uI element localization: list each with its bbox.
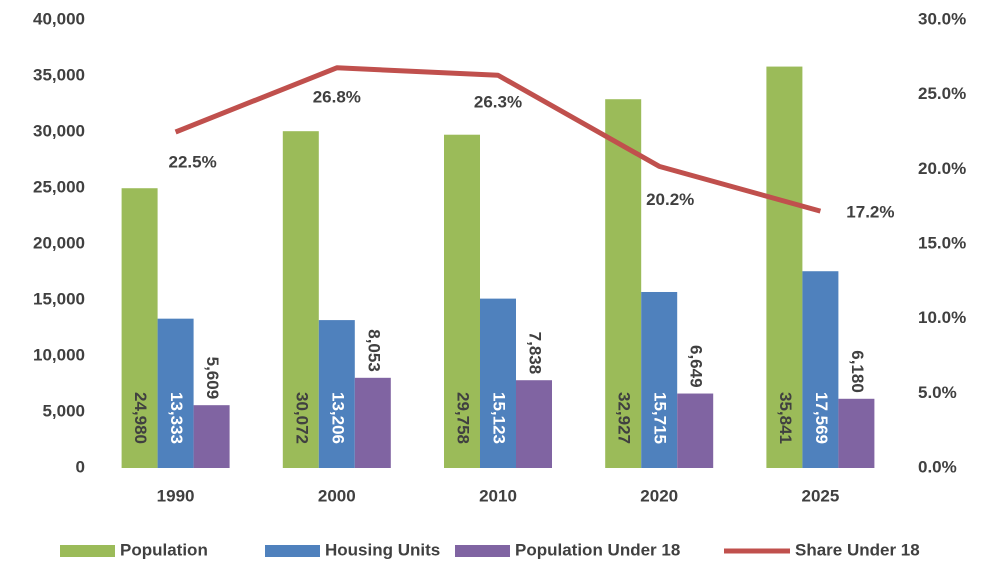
- bar: [282, 131, 319, 468]
- legend-swatch: [265, 545, 320, 557]
- y-tick-label: 25,000: [33, 177, 85, 196]
- data-label: 24,980: [131, 392, 150, 444]
- data-label: 26.3%: [474, 93, 522, 112]
- y-tick-label: 0: [76, 457, 85, 476]
- legend-swatch: [60, 545, 115, 557]
- data-label: 7,838: [526, 332, 545, 375]
- bar: [838, 398, 875, 468]
- y2-tick-label: 15.0%: [918, 233, 966, 252]
- data-label: 6,180: [848, 350, 867, 393]
- data-label: 17.2%: [846, 203, 894, 222]
- bar: [641, 291, 678, 468]
- data-label: 13,333: [167, 392, 186, 444]
- y2-tick-label: 25.0%: [918, 84, 966, 103]
- data-label: 29,758: [454, 392, 473, 444]
- bar: [516, 380, 552, 468]
- data-label: 17,569: [812, 392, 831, 444]
- bar: [193, 405, 230, 468]
- legend-label: Share Under 18: [795, 540, 920, 559]
- bar: [157, 318, 194, 468]
- data-label: 22.5%: [168, 152, 216, 171]
- y-tick-label: 10,000: [33, 345, 85, 364]
- legend-label: Population: [120, 540, 208, 559]
- bar: [605, 99, 642, 469]
- y2-tick-label: 30.0%: [918, 9, 966, 28]
- data-label: 15,123: [490, 392, 509, 444]
- data-label: 8,053: [364, 329, 383, 372]
- y2-tick-label: 0.0%: [918, 457, 957, 476]
- y-tick-label: 20,000: [33, 233, 85, 252]
- data-label: 6,649: [687, 345, 706, 388]
- y-tick-label: 40,000: [33, 9, 85, 28]
- data-label: 13,206: [328, 392, 347, 444]
- y2-tick-label: 10.0%: [918, 308, 966, 327]
- y-tick-label: 30,000: [33, 121, 85, 140]
- data-label: 20.2%: [646, 190, 694, 209]
- data-label: 5,609: [203, 357, 222, 400]
- y2-tick-label: 20.0%: [918, 159, 966, 178]
- x-tick-label: 2020: [640, 486, 678, 505]
- bar: [444, 134, 480, 469]
- data-label: 30,072: [292, 392, 311, 444]
- bar: [480, 298, 516, 468]
- bar: [354, 377, 391, 468]
- data-label: 15,715: [651, 392, 670, 444]
- bar: [677, 393, 714, 468]
- legend-label: Housing Units: [325, 540, 440, 559]
- x-tick-label: 2025: [801, 486, 839, 505]
- bar: [121, 188, 158, 468]
- x-tick-label: 1990: [157, 486, 195, 505]
- data-label: 32,927: [615, 392, 634, 444]
- data-label: 35,841: [776, 392, 795, 444]
- legend-swatch: [455, 545, 510, 557]
- line: [174, 65, 822, 214]
- bar: [318, 320, 355, 468]
- y-tick-label: 35,000: [33, 65, 85, 84]
- legend-label: Population Under 18: [515, 540, 680, 559]
- x-tick-label: 2010: [479, 486, 517, 505]
- x-tick-label: 2000: [318, 486, 356, 505]
- y-tick-label: 15,000: [33, 289, 85, 308]
- y-tick-label: 5,000: [42, 401, 85, 420]
- bar: [802, 271, 839, 468]
- bar: [766, 66, 803, 468]
- y2-tick-label: 5.0%: [918, 383, 957, 402]
- data-label: 26.8%: [313, 87, 361, 106]
